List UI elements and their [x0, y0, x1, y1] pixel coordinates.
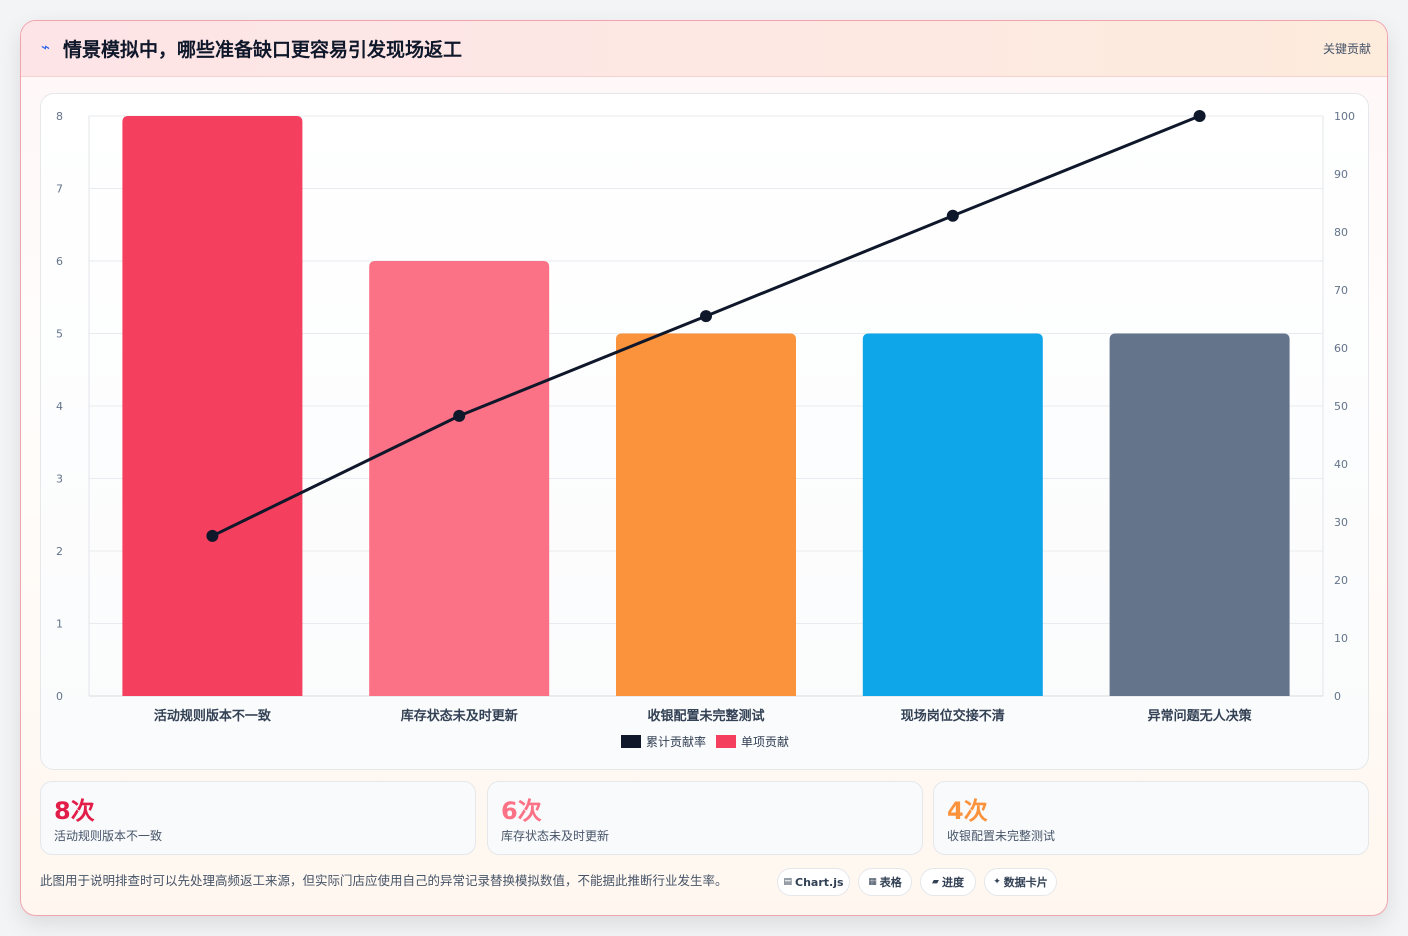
- table-icon: ▦: [868, 877, 877, 887]
- x-tick-label: 库存状态未及时更新: [401, 708, 518, 724]
- chart-title: 情景模拟中，哪些准备缺口更容易引发现场返工: [63, 39, 463, 61]
- stat-label: 活动规则版本不一致: [54, 829, 163, 843]
- chart-area: 0 1 2 3 4 5 6 7 8 0 10 20 30 40 50 60 70 80 90 100 活动规则版本不一致…: [40, 93, 1369, 770]
- pill-progress[interactable]: ▰ 进度: [920, 868, 976, 896]
- y-left-tick: 0: [56, 690, 63, 703]
- x-tick-label: 活动规则版本不一致: [154, 708, 272, 724]
- y-left-tick: 8: [56, 110, 63, 123]
- x-tick-label: 收银配置未完整测试: [647, 708, 764, 724]
- y-left-tick: 6: [56, 255, 63, 268]
- card-header: ⌁ 情景模拟中，哪些准备缺口更容易引发现场返工 关键贡献: [21, 21, 1387, 77]
- pill-table[interactable]: ▦ 表格: [858, 868, 912, 896]
- stat-value: 6次: [501, 797, 542, 825]
- stat-value: 8次: [54, 797, 95, 825]
- bar: [369, 261, 550, 696]
- y-right-tick: 50: [1334, 400, 1348, 413]
- y-left-tick: 3: [56, 473, 63, 486]
- line-point: [206, 529, 219, 542]
- pill-data-card[interactable]: ✦ 数据卡片: [984, 868, 1057, 896]
- pill-label: 数据卡片: [1003, 876, 1048, 889]
- bar: [862, 333, 1043, 696]
- y-right-tick: 100: [1334, 110, 1355, 123]
- pill-label: Chart.js: [795, 875, 844, 889]
- stat-card-3: 4次 收银配置未完整测试: [933, 781, 1369, 855]
- line-point: [453, 409, 466, 422]
- bar: [122, 116, 303, 696]
- bar: [616, 333, 796, 696]
- x-tick-label: 现场岗位交接不清: [901, 708, 1005, 724]
- y-right-tick: 70: [1334, 284, 1348, 297]
- y-right-tick: 40: [1334, 458, 1348, 471]
- y-right-tick: 10: [1334, 632, 1348, 645]
- pill-label: 表格: [879, 876, 902, 889]
- stat-card-1: 8次 活动规则版本不一致: [40, 781, 476, 855]
- y-right-tick: 30: [1334, 516, 1348, 529]
- pareto-chart: 0123456780102030405060708090100活动规则版本不一致…: [56, 110, 1355, 749]
- stat-card-2: 6次 库存状态未及时更新: [487, 781, 923, 855]
- line-point: [946, 209, 959, 222]
- y-left-tick: 5: [56, 328, 63, 341]
- y-right-tick: 20: [1334, 574, 1348, 587]
- progress-icon: ▰: [932, 877, 939, 887]
- legend-label: 单项贡献: [741, 734, 789, 749]
- legend-label: 累计贡献率: [646, 734, 706, 749]
- y-left-tick: 2: [56, 545, 63, 558]
- pill-chartjs[interactable]: ▤ Chart.js: [777, 868, 850, 896]
- y-right-tick: 60: [1334, 342, 1348, 355]
- footer-note: 此图用于说明排查时可以先处理高频返工来源，但实际门店应使用自己的异常记录替换模拟…: [40, 873, 728, 888]
- stat-label: 收银配置未完整测试: [947, 829, 1056, 843]
- y-left-tick: 7: [56, 183, 63, 196]
- sparkle-icon: ⌁: [41, 38, 51, 56]
- chart-icon: ▤: [783, 877, 792, 887]
- stat-label: 库存状态未及时更新: [501, 829, 610, 843]
- y-right-tick: 0: [1334, 690, 1341, 703]
- bar: [1109, 333, 1290, 696]
- pill-label: 进度: [941, 876, 964, 889]
- x-tick-label: 异常问题无人决策: [1148, 708, 1253, 724]
- y-right-tick: 80: [1334, 226, 1348, 239]
- card-icon: ✦: [993, 877, 1001, 887]
- legend-swatch: [621, 735, 641, 748]
- y-right-tick: 90: [1334, 168, 1348, 181]
- stat-value: 4次: [947, 797, 988, 825]
- y-left-tick: 4: [56, 400, 63, 413]
- line-point: [1193, 110, 1206, 122]
- line-point: [700, 310, 712, 323]
- legend-swatch: [716, 735, 736, 748]
- y-left-tick: 1: [56, 618, 63, 631]
- header-badge: 关键贡献: [1322, 42, 1371, 56]
